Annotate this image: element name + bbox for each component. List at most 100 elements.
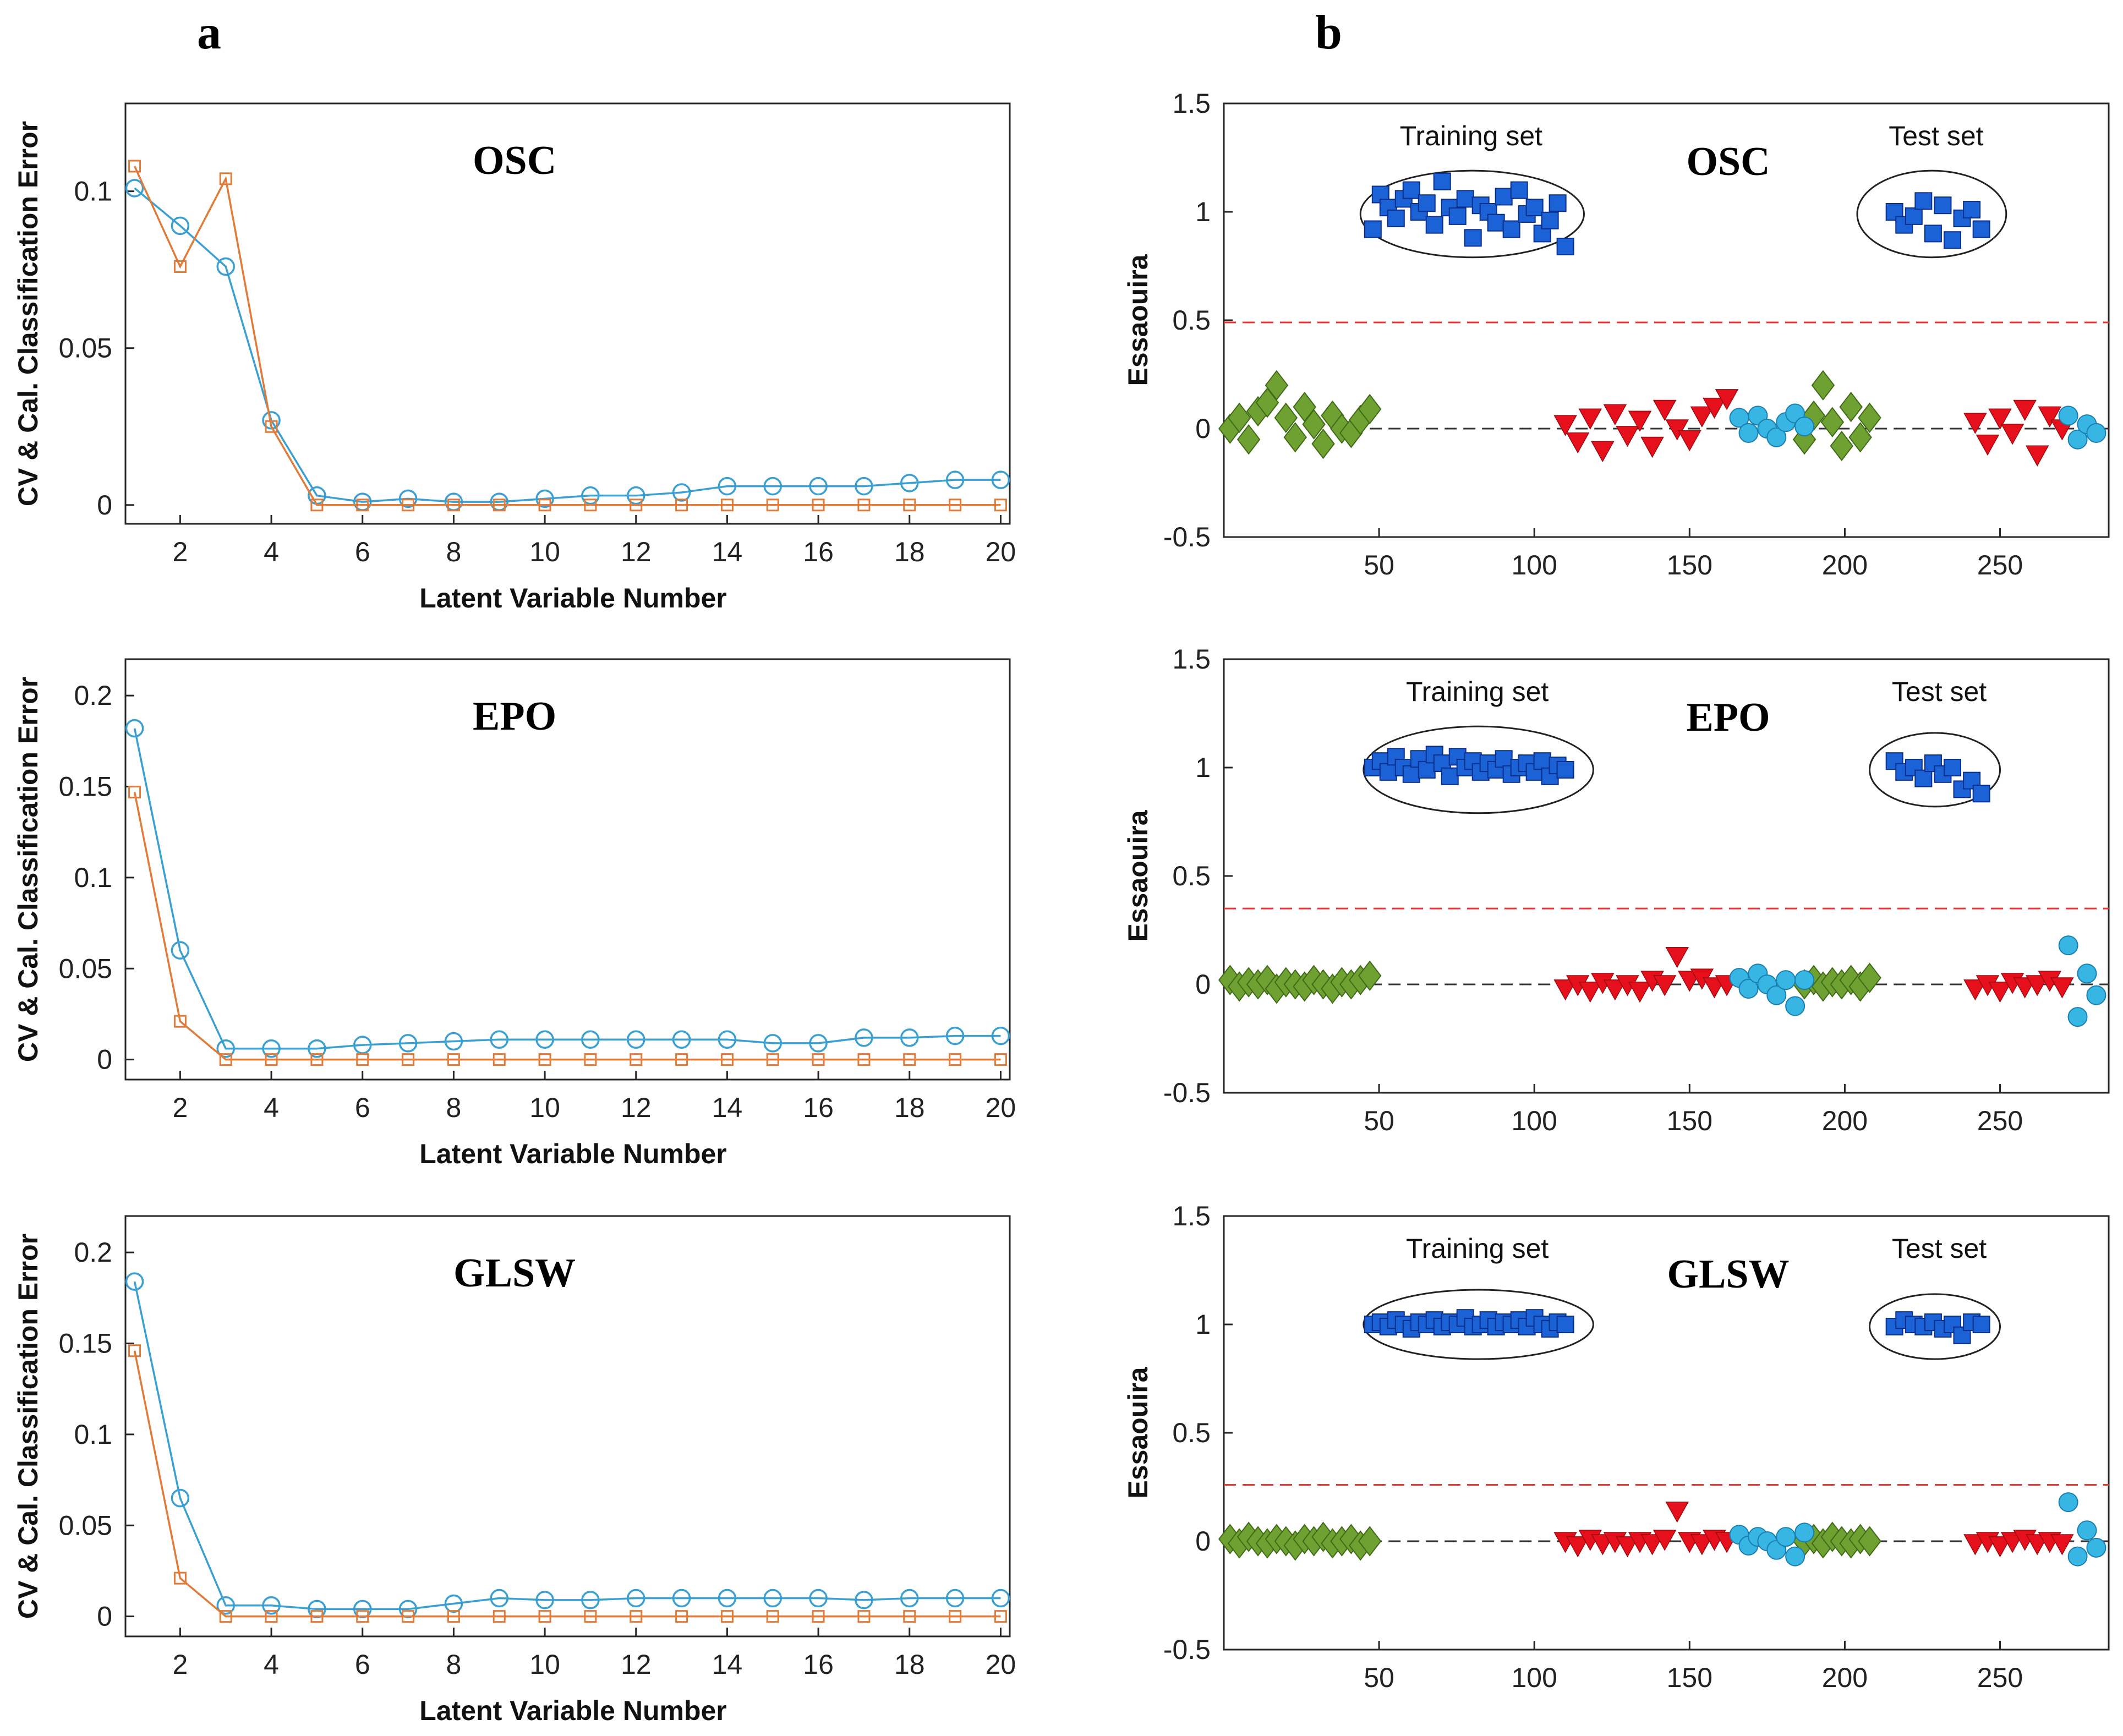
green-point (1820, 407, 1845, 437)
data-point-cal (812, 1610, 825, 1623)
training-point (1972, 785, 1990, 803)
y-tick-label: -0.5 (1163, 1077, 1211, 1108)
cyan-point (2086, 985, 2106, 1005)
y-axis-label: Essaouira (1123, 1366, 1153, 1498)
red-point (1578, 982, 1602, 1003)
data-point-cal (402, 1610, 415, 1623)
data-point-cv (809, 477, 828, 496)
training-point (1364, 220, 1382, 238)
red-point (1665, 419, 1689, 441)
data-point-cv (763, 1589, 783, 1608)
data-point-cal (766, 1053, 779, 1066)
x-tick-label: 50 (1364, 550, 1394, 581)
x-tick-label: 18 (894, 1092, 925, 1123)
red-point (2038, 406, 2062, 428)
data-point-cal (447, 499, 460, 512)
method-title: EPO (473, 694, 556, 739)
cyan-point (2086, 423, 2106, 443)
x-tick-label: 100 (1511, 1105, 1557, 1136)
red-point (1653, 1530, 1677, 1551)
x-tick-label: 2 (172, 536, 188, 567)
training-point (1456, 190, 1474, 208)
data-point-cal (493, 1610, 506, 1623)
training-set-label: Training set (1400, 121, 1542, 151)
x-tick-label: 10 (529, 1092, 560, 1123)
data-point-cal (493, 1053, 506, 1066)
data-point-cal (310, 499, 324, 512)
training-point (1533, 752, 1551, 770)
data-point-cal (538, 1610, 551, 1623)
data-point-cv (398, 489, 418, 508)
training-point (1541, 211, 1559, 229)
x-tick-label: 10 (529, 536, 560, 567)
red-point (1591, 441, 1615, 462)
y-tick-label: 0.05 (59, 333, 112, 364)
training-point (1934, 196, 1952, 215)
plot-frame (1223, 102, 2110, 538)
training-point (1944, 759, 1962, 776)
data-point-cal (538, 1053, 551, 1066)
data-point-cv (216, 1039, 235, 1058)
y-axis-label: CV & Cal. Classification Error (13, 121, 43, 506)
green-point (1858, 1526, 1881, 1557)
data-point-cv (171, 941, 190, 960)
data-point-cal (994, 1610, 1007, 1623)
x-tick-label: 250 (1977, 550, 2023, 581)
right-chart-glsw: 50 100 150 200 250 -0.5 0 0.5 1 1.5 Essaouira GLSW T… (1123, 1201, 2110, 1693)
y-tick-label: 0.5 (1172, 1417, 1211, 1448)
data-point-cv (490, 1589, 508, 1608)
series-line-cal (133, 1350, 1001, 1618)
y-tick-label: 0.1 (74, 862, 112, 893)
training-point (1433, 172, 1451, 190)
training-point (1495, 750, 1513, 768)
x-tick-label: 2 (172, 1649, 188, 1680)
series-line-cal (133, 166, 1001, 506)
data-point-cv (763, 477, 783, 496)
data-point-cal (584, 1610, 597, 1623)
red-point (1603, 404, 1627, 425)
data-point-cal (584, 1053, 597, 1066)
red-point (1665, 1502, 1689, 1523)
x-tick-label: 100 (1511, 550, 1557, 581)
training-point (1944, 231, 1962, 249)
x-tick-label: 16 (803, 1649, 834, 1680)
y-tick-label: 1.5 (1172, 1201, 1211, 1231)
x-tick-label: 200 (1822, 1105, 1868, 1136)
y-axis-label: Essaouira (1123, 254, 1153, 386)
y-tick-label: 1.5 (1172, 644, 1211, 675)
plot-frame (124, 658, 1011, 1081)
green-point (1283, 422, 1307, 453)
x-tick-label: 18 (894, 1649, 925, 1680)
red-point (1553, 415, 1577, 436)
data-point-cv (627, 1589, 645, 1608)
training-point (1963, 771, 1981, 790)
data-point-cv (125, 179, 144, 198)
data-point-cv (444, 1594, 463, 1613)
red-point (1640, 436, 1664, 458)
cyan-point (2058, 1492, 2078, 1513)
y-tick-label: 0 (1195, 413, 1211, 444)
data-point-cv (444, 1032, 463, 1051)
y-tick-label: 0.5 (1172, 305, 1211, 336)
y-tick-label: 0.2 (74, 680, 112, 711)
y-tick-label: 0.1 (74, 176, 112, 207)
training-point (1525, 199, 1544, 217)
cyan-point (1766, 985, 1787, 1005)
method-title: GLSW (453, 1251, 576, 1296)
training-point (1885, 203, 1903, 221)
cyan-point (2058, 935, 2078, 956)
data-point-cv (900, 1028, 919, 1047)
training-point (1402, 765, 1420, 783)
x-tick-label: 50 (1364, 1662, 1394, 1693)
y-axis-label: CV & Cal. Classification Error (13, 677, 43, 1062)
data-point-cal (812, 1053, 825, 1066)
data-point-cal (994, 1053, 1007, 1066)
data-point-cv (991, 1026, 1010, 1045)
red-point (1665, 947, 1689, 968)
plot-frame (1223, 658, 2110, 1094)
red-point (1703, 397, 1726, 419)
data-point-cv (535, 1030, 554, 1049)
data-point-cal (310, 1610, 324, 1623)
data-point-cal (675, 1053, 688, 1066)
